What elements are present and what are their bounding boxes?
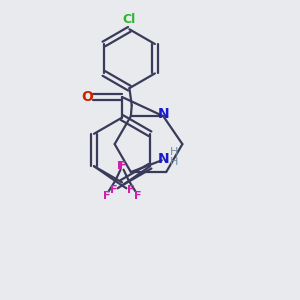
Text: H: H bbox=[170, 147, 178, 158]
Text: Cl: Cl bbox=[123, 13, 136, 26]
Text: N: N bbox=[158, 152, 169, 166]
Text: O: O bbox=[81, 90, 93, 104]
Text: F: F bbox=[134, 190, 142, 201]
Text: F: F bbox=[110, 185, 117, 195]
Text: F: F bbox=[127, 185, 134, 195]
Text: F: F bbox=[119, 160, 127, 171]
Text: F: F bbox=[117, 160, 125, 171]
Text: N: N bbox=[158, 107, 170, 121]
Text: F: F bbox=[103, 190, 110, 201]
Text: H: H bbox=[170, 157, 178, 167]
